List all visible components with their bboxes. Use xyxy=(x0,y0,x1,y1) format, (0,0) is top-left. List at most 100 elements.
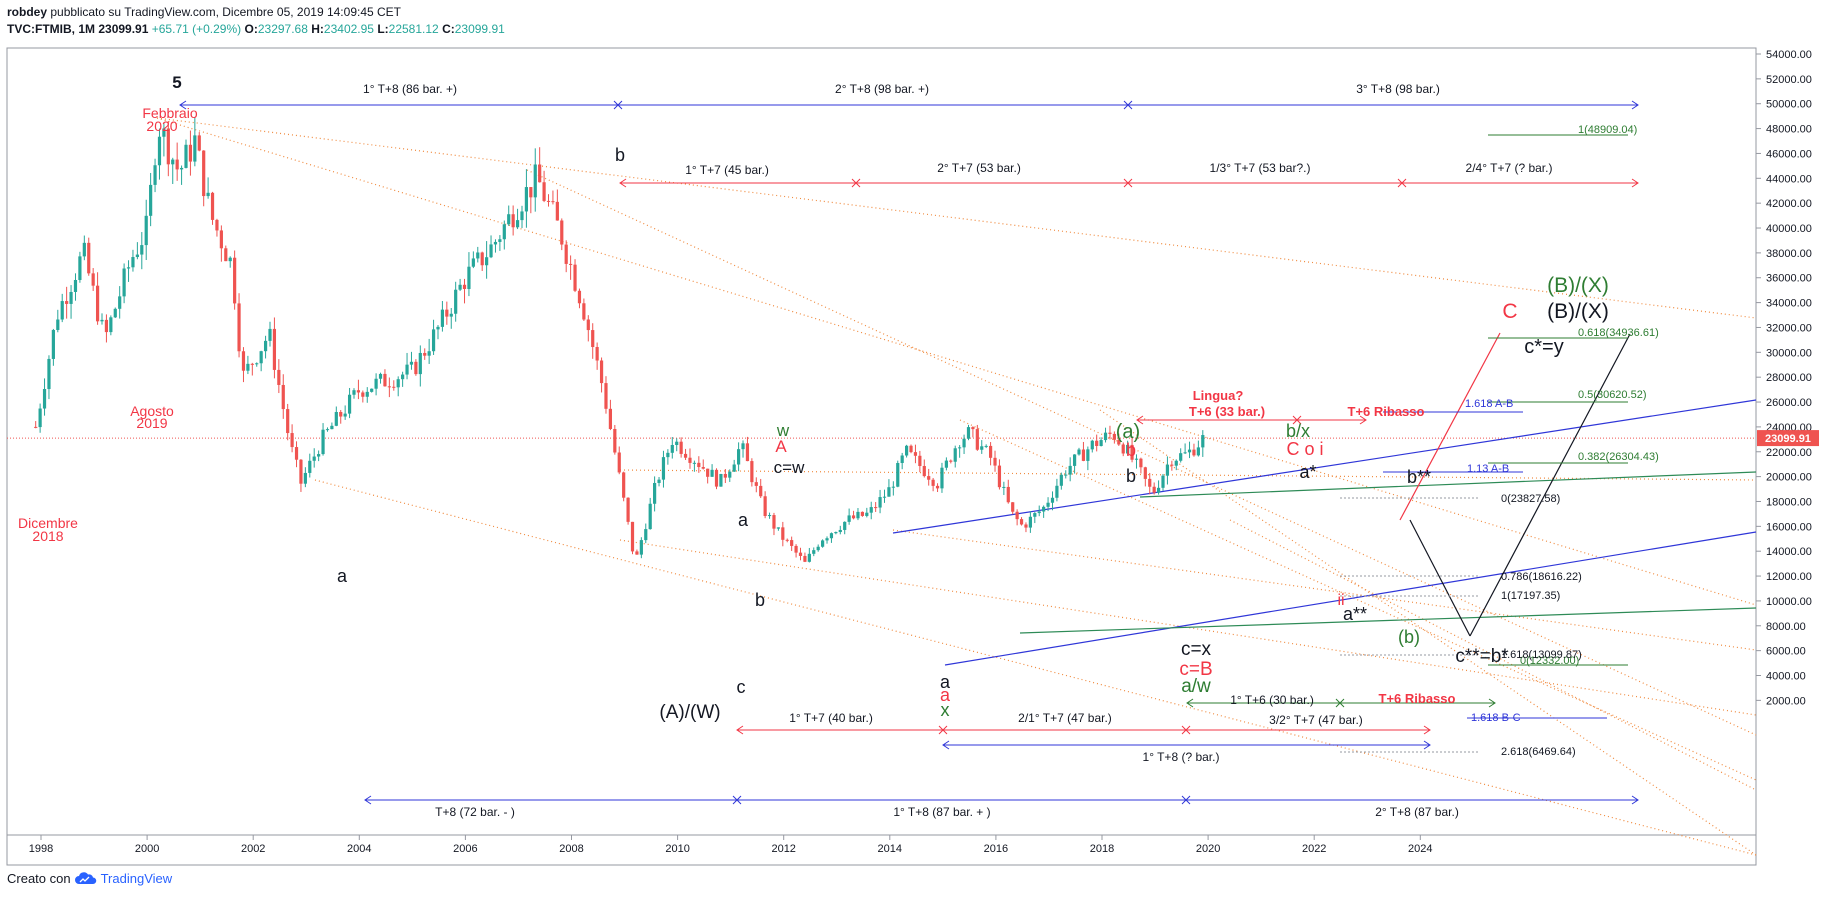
cycle-ruler-t7-top-marker xyxy=(1123,178,1133,188)
candle-body xyxy=(732,464,736,472)
candle-body xyxy=(277,369,281,385)
wave-label: a xyxy=(940,672,951,692)
wave-label: a/w xyxy=(1181,676,1211,697)
candle-body xyxy=(988,445,993,458)
candle-body xyxy=(900,455,904,464)
candle-body xyxy=(860,511,864,516)
candle-body xyxy=(1117,439,1121,445)
candle-body xyxy=(922,466,926,477)
cycle-label: 1° T+8 (86 bar. +) xyxy=(363,82,457,96)
cycle-ruler-t6-bottom-marker xyxy=(1335,698,1345,708)
time-tick-label: 2006 xyxy=(453,843,477,855)
open-label: O: xyxy=(244,22,258,36)
candle-body xyxy=(405,364,409,375)
wave-label: 5 xyxy=(172,73,181,92)
candle-body xyxy=(546,200,551,202)
candle-body xyxy=(414,361,418,375)
tradingview-link[interactable]: TradingView xyxy=(100,871,173,886)
candle-body xyxy=(1143,467,1147,479)
candle-body xyxy=(613,428,617,453)
candle-body xyxy=(683,453,688,458)
time-tick-label: 2014 xyxy=(878,843,902,855)
author-name[interactable]: robdey xyxy=(7,5,48,19)
cycle-label: 2° T+8 (87 bar.) xyxy=(1375,805,1459,819)
price-tick-label: 38000.00 xyxy=(1766,248,1812,260)
candle-body xyxy=(927,476,931,480)
candle-body xyxy=(719,473,723,487)
candle-body xyxy=(1090,440,1094,450)
candle-body xyxy=(347,394,352,414)
wave-label: w xyxy=(776,421,790,440)
candle-body xyxy=(1179,453,1183,461)
candle-body xyxy=(834,532,838,534)
price-tick-label: 48000.00 xyxy=(1766,124,1812,136)
candle-body xyxy=(374,378,378,389)
open-value: 23297.68 xyxy=(257,22,308,36)
price-tick-label: 12000.00 xyxy=(1766,571,1812,583)
time-axis[interactable]: 1998 2000 2002 2004 2006 2008 2010 2012 2014 2016… xyxy=(29,835,1433,855)
candle-body xyxy=(140,245,144,255)
candle-body xyxy=(1015,511,1019,520)
price-axis[interactable]: 54000.00 52000.00 50000.00 48000.00 46000.00… xyxy=(1756,49,1819,707)
price-tick-label: 30000.00 xyxy=(1766,347,1812,359)
candle-body xyxy=(334,411,338,426)
candle-body xyxy=(82,242,86,257)
candle-body xyxy=(294,447,299,460)
candle-body xyxy=(1099,440,1103,447)
candle-body xyxy=(471,258,475,267)
candle-body xyxy=(312,456,316,461)
candle-body xyxy=(370,388,374,392)
fib-label: 0(23827.58) xyxy=(1501,493,1560,505)
candle-body xyxy=(1121,444,1125,454)
candlesticks xyxy=(34,117,1205,563)
wave-label: (b) xyxy=(1398,627,1420,647)
candle-body xyxy=(458,284,462,290)
cycle-ruler-t8-top-marker xyxy=(1123,100,1133,110)
candle-body xyxy=(577,290,582,304)
candle-body xyxy=(781,527,785,540)
candle-body xyxy=(931,479,935,486)
fib-label: 1(17197.35) xyxy=(1501,590,1560,602)
candle-body xyxy=(785,539,789,541)
chart-frame xyxy=(6,47,1757,866)
candle-body xyxy=(533,164,537,198)
candle-body xyxy=(118,296,122,309)
wave-label: c=B xyxy=(1179,659,1212,680)
candle-body xyxy=(392,386,396,388)
cycle-label: 3° T+8 (98 bar.) xyxy=(1356,82,1440,96)
candle-body xyxy=(365,391,369,397)
candle-body xyxy=(153,165,157,185)
wave-label: Febbraio xyxy=(142,105,197,121)
cycle-ruler-t8-top-marker xyxy=(613,100,623,110)
trendline xyxy=(1409,519,1471,637)
candle-body xyxy=(1011,502,1015,512)
time-tick-label: 2010 xyxy=(665,843,689,855)
candle-body xyxy=(38,408,42,428)
trendline xyxy=(314,479,1757,856)
candle-body xyxy=(918,455,922,467)
candle-body xyxy=(626,497,630,522)
candle-body xyxy=(224,248,228,262)
wave-label: ii xyxy=(1337,592,1344,609)
trendline xyxy=(526,169,1757,736)
time-tick-label: 2018 xyxy=(1090,843,1114,855)
cycle-ruler-t8-mid-arrow xyxy=(942,740,950,750)
candle-body xyxy=(560,220,564,245)
fib-label: 0(12332.00) xyxy=(1520,655,1579,667)
candle-body xyxy=(383,373,387,387)
wave-label: C xyxy=(1502,300,1517,323)
wave-label: b xyxy=(1126,440,1136,460)
cycle-ruler-t8-top-arrow xyxy=(1631,100,1639,110)
trendline xyxy=(1139,471,1757,498)
candle-body xyxy=(286,409,290,434)
time-tick-label: 2024 xyxy=(1408,843,1432,855)
candle-body xyxy=(706,468,710,477)
fib-label: 1.618(13099.87) xyxy=(1501,649,1582,661)
candle-body xyxy=(34,426,38,428)
candle-body xyxy=(745,443,750,462)
candle-body xyxy=(821,540,825,547)
candle-body xyxy=(944,460,948,468)
wave-label: c xyxy=(737,677,746,697)
candle-body xyxy=(65,301,69,304)
